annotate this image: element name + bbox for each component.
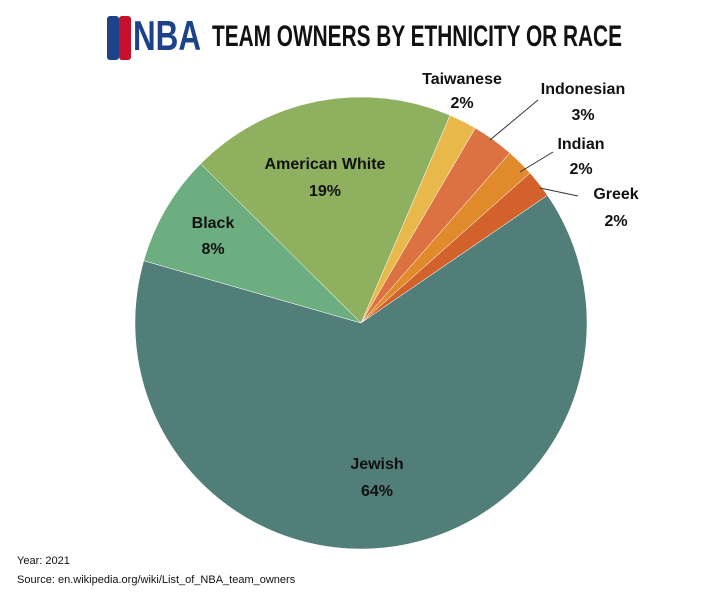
slice-value-label: 8% bbox=[201, 241, 224, 258]
slice-value-label: 2% bbox=[450, 95, 473, 112]
pie-slice bbox=[200, 96, 451, 324]
year-note: Year: 2021 bbox=[17, 555, 70, 567]
slice-label: Indonesian bbox=[541, 81, 625, 98]
slice-label: Taiwanese bbox=[422, 71, 502, 88]
leader-line bbox=[519, 151, 554, 173]
slice-label: Black bbox=[192, 215, 235, 232]
leader-line bbox=[489, 99, 539, 141]
slice-label: Jewish bbox=[350, 456, 403, 473]
logo-red bbox=[119, 16, 131, 60]
pie bbox=[134, 96, 588, 550]
pie-slice bbox=[143, 163, 362, 324]
slice-value-label: 19% bbox=[309, 183, 341, 200]
logo-text: NBA bbox=[133, 12, 201, 59]
pie-slice bbox=[134, 194, 588, 550]
slice-label: Indian bbox=[557, 136, 604, 153]
slice-label: American White bbox=[265, 156, 386, 173]
source: Source: en.wikipedia.org/wiki/List_of_NB… bbox=[17, 574, 296, 586]
logo: NBA bbox=[107, 12, 201, 60]
chart-title: TEAM OWNERS BY ETHNICITY OR RACE bbox=[212, 20, 622, 53]
slice-value-label: 2% bbox=[569, 161, 592, 178]
logo-blue bbox=[107, 16, 119, 60]
slice-label: Greek bbox=[593, 186, 638, 203]
slice-value-label: 64% bbox=[361, 483, 393, 500]
leader-line bbox=[539, 187, 579, 197]
slice-value-label: 3% bbox=[571, 107, 594, 124]
slice-value-label: 2% bbox=[604, 213, 627, 230]
